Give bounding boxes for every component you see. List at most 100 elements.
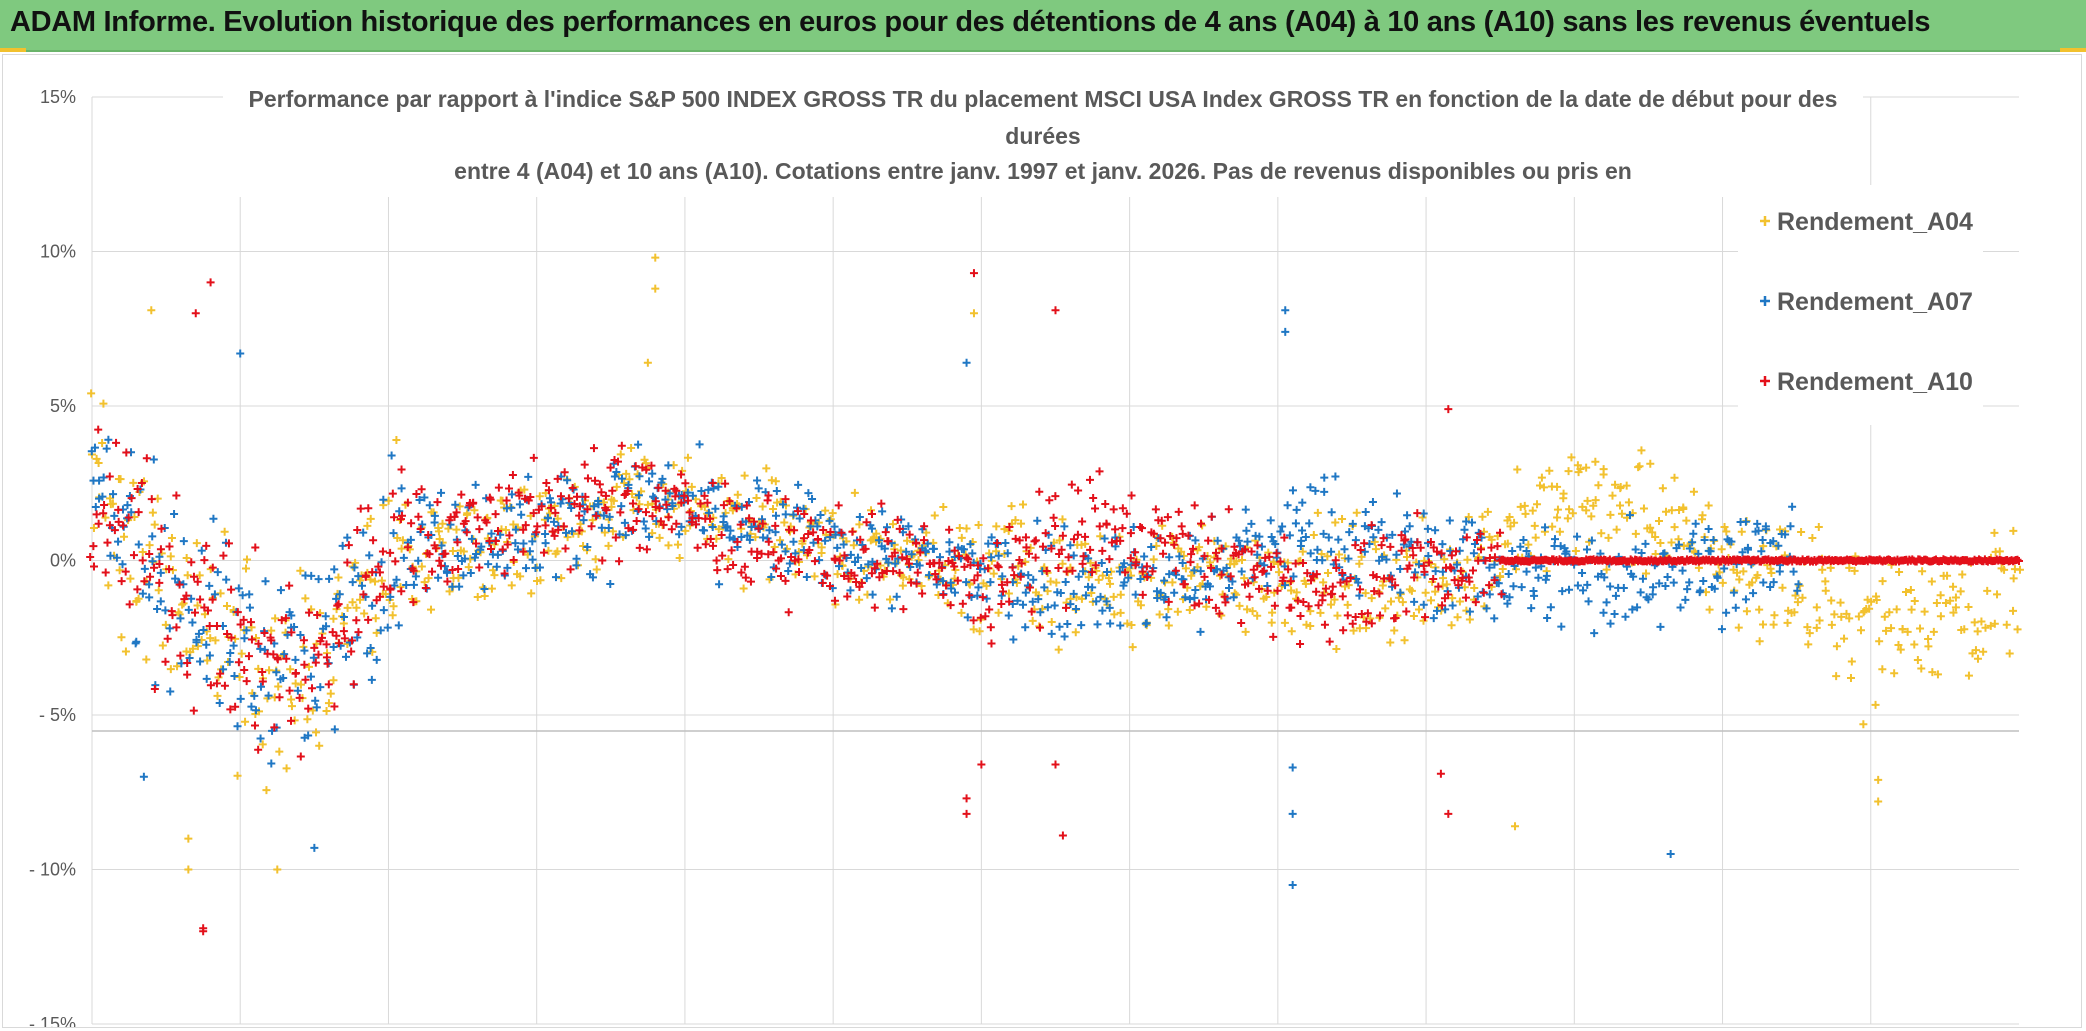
data-point <box>245 590 254 599</box>
data-point <box>192 539 201 548</box>
data-point <box>230 671 239 680</box>
data-point <box>776 536 785 545</box>
data-point <box>231 702 240 711</box>
data-point <box>286 665 295 674</box>
data-point <box>123 501 132 510</box>
data-point <box>1846 673 1855 682</box>
data-point <box>1663 573 1672 582</box>
data-point <box>895 568 904 577</box>
data-point <box>1545 466 1554 475</box>
data-point <box>183 571 192 580</box>
data-point <box>189 572 198 581</box>
y-tick-label: 5% <box>50 396 76 416</box>
data-point <box>950 546 959 555</box>
data-point <box>1369 533 1378 542</box>
data-point <box>178 600 187 609</box>
data-point <box>168 566 177 575</box>
data-point <box>1468 518 1477 527</box>
data-point <box>480 585 489 594</box>
data-point <box>1867 597 1876 606</box>
data-point <box>1426 538 1435 547</box>
data-point <box>1202 602 1211 611</box>
data-point <box>1165 570 1174 579</box>
data-point <box>704 485 713 494</box>
data-point <box>701 540 710 549</box>
data-point <box>1010 571 1019 580</box>
data-point <box>1321 584 1330 593</box>
data-point <box>182 554 191 563</box>
data-point <box>1056 588 1065 597</box>
data-point <box>849 541 858 550</box>
data-point <box>2013 555 2022 564</box>
data-point <box>1386 597 1395 606</box>
data-point <box>1116 590 1125 599</box>
data-point <box>721 479 730 488</box>
data-point <box>102 444 111 453</box>
data-point <box>878 568 887 577</box>
data-point <box>1336 578 1345 587</box>
data-point <box>1830 610 1839 619</box>
data-point <box>438 519 447 528</box>
data-point <box>1231 549 1240 558</box>
data-point <box>1238 555 1247 564</box>
data-point <box>1306 621 1315 630</box>
data-point <box>1004 589 1013 598</box>
data-point <box>643 358 652 367</box>
data-point <box>1447 564 1456 573</box>
data-point <box>867 524 876 533</box>
data-point <box>1116 621 1125 630</box>
data-point <box>1120 559 1129 568</box>
data-point <box>95 476 104 485</box>
data-point <box>1267 562 1276 571</box>
data-point <box>913 568 922 577</box>
data-point <box>226 705 235 714</box>
data-point <box>1573 581 1582 590</box>
data-point <box>114 537 123 546</box>
data-point <box>1429 614 1438 623</box>
data-point <box>119 521 128 530</box>
data-point <box>835 556 844 565</box>
data-point <box>314 650 323 659</box>
data-point <box>790 526 799 535</box>
data-point <box>1091 504 1100 513</box>
data-point <box>758 502 767 511</box>
data-point <box>417 485 426 494</box>
data-point <box>1069 535 1078 544</box>
data-point <box>1370 537 1379 546</box>
data-point <box>1330 595 1339 604</box>
data-point <box>158 641 167 650</box>
data-point <box>348 598 357 607</box>
data-point <box>233 608 242 617</box>
data-point <box>224 539 233 548</box>
data-point <box>725 497 734 506</box>
data-point <box>1447 621 1456 630</box>
data-point <box>1769 537 1778 546</box>
data-point <box>1138 590 1147 599</box>
data-point <box>1836 598 1845 607</box>
data-point <box>1431 526 1440 535</box>
data-point <box>443 577 452 586</box>
data-point <box>1973 654 1982 663</box>
data-point <box>214 673 223 682</box>
data-point <box>696 499 705 508</box>
data-point <box>588 573 597 582</box>
data-point <box>1754 526 1763 535</box>
data-point <box>459 547 468 556</box>
data-point <box>754 484 763 493</box>
data-point <box>1788 502 1797 511</box>
data-point <box>397 465 406 474</box>
data-point <box>1386 542 1395 551</box>
data-point <box>1161 538 1169 547</box>
data-point <box>98 439 107 448</box>
data-point <box>1469 549 1478 558</box>
data-point <box>334 639 343 648</box>
data-point <box>1932 599 1941 608</box>
data-point <box>706 514 715 523</box>
data-point <box>942 581 951 590</box>
data-point <box>904 522 913 531</box>
data-point <box>1642 569 1651 578</box>
data-point <box>907 550 916 559</box>
data-point <box>987 553 996 562</box>
data-point <box>541 530 550 539</box>
data-point <box>1910 597 1919 606</box>
